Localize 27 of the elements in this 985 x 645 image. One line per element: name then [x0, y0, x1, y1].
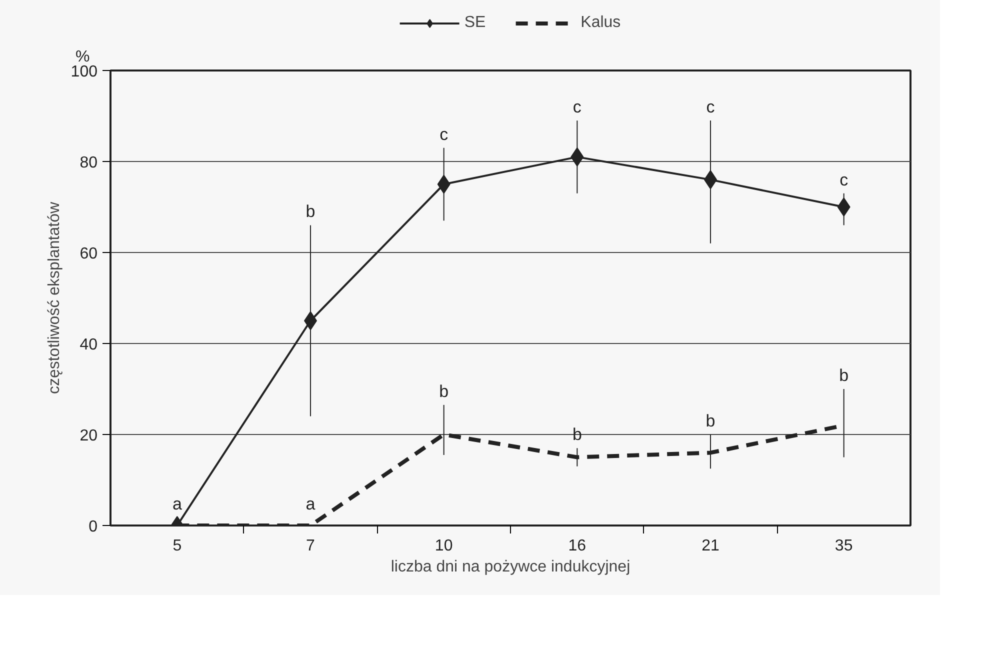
legend-label: Kalus	[580, 14, 621, 32]
y-tick-label: 60	[80, 246, 98, 262]
x-tick-label: 16	[568, 538, 586, 554]
x-axis-title: liczba dni na pożywce indukcyjnej	[390, 558, 630, 576]
x-tick-label: 21	[702, 538, 720, 554]
annotation: a	[172, 494, 182, 514]
x-tick-label: 5	[172, 538, 182, 554]
annotation: c	[440, 124, 449, 144]
x-tick-label: 7	[306, 538, 316, 554]
annotation: c	[840, 170, 849, 190]
y-tick-label: 20	[80, 428, 98, 444]
y-tick-label: 40	[80, 336, 98, 354]
y-axis-title: częstotliwość eksplantatów	[46, 202, 63, 394]
y-tick-label: 100	[70, 64, 98, 80]
annotation: c	[572, 98, 582, 117]
y-tick-label: 0	[88, 518, 98, 536]
annotation: b	[839, 366, 849, 385]
annotation: b	[706, 412, 716, 430]
annotation: b	[306, 202, 316, 222]
x-tick-label: 35	[834, 538, 853, 554]
x-tick-label: 10	[434, 538, 453, 554]
annotation: b	[439, 382, 449, 401]
y-tick-label: 80	[80, 154, 98, 172]
text: %	[76, 48, 90, 66]
annotation: c	[706, 98, 716, 117]
legend-label: SE	[464, 14, 486, 32]
annotation: a	[306, 494, 316, 514]
